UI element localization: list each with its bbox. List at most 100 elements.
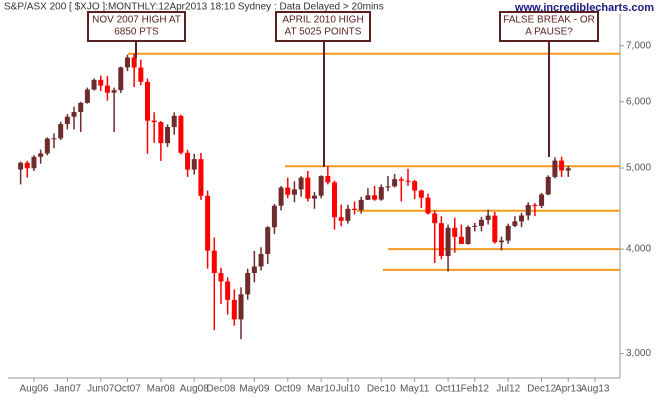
x-tick-label: Aug06 [19, 384, 48, 395]
candle-body [452, 227, 458, 237]
x-tick-label: Oct11 [435, 384, 461, 395]
callout-text: FALSE BREAK - OR [503, 15, 595, 26]
candle-body [51, 138, 57, 140]
y-tick-label: 6,000 [626, 96, 651, 107]
candle-body [445, 227, 451, 256]
candle-body [165, 127, 171, 144]
candle-body [525, 204, 531, 216]
candle-body [151, 120, 157, 123]
candle-body [218, 273, 224, 282]
candle-body [398, 179, 404, 181]
candle-body [472, 225, 478, 227]
y-tick-label: 4,000 [626, 244, 651, 255]
candle-body [412, 181, 418, 191]
candle-body [465, 226, 471, 244]
x-tick-label: Jul12 [496, 384, 520, 395]
candle-body [485, 215, 491, 220]
x-tick-label: Jan07 [54, 384, 82, 395]
candle-body [145, 81, 151, 121]
candle-body [492, 215, 498, 243]
candle-body [498, 240, 504, 243]
candle-body [91, 79, 97, 90]
x-tick-label: Oct07 [114, 384, 141, 395]
x-tick-label: Feb12 [461, 384, 490, 395]
candle-body [58, 124, 64, 139]
candle-body [305, 177, 311, 199]
candle-body [205, 195, 211, 251]
candle-body [64, 116, 70, 125]
candle-body [71, 111, 77, 117]
source: www.incrediblecharts.com [514, 2, 654, 14]
candle-body [225, 281, 231, 300]
candle-body [372, 195, 378, 200]
candle-body [238, 294, 244, 320]
x-tick-label: May11 [400, 384, 430, 395]
candle-body [392, 179, 398, 187]
candle-body [198, 159, 204, 196]
candle-body [131, 57, 137, 68]
x-tick-label: Apr13 [555, 384, 582, 395]
candle-body [505, 225, 511, 241]
x-tick-label: Mar08 [147, 384, 176, 395]
x-tick-label: Dec12 [527, 384, 556, 395]
candle-body [352, 208, 358, 211]
candle-body [251, 266, 257, 274]
candle-body [245, 273, 251, 295]
candle-body [332, 182, 338, 218]
candle-body [104, 85, 110, 93]
callout-box [275, 11, 371, 42]
callout-text: A PAUSE? [525, 27, 573, 38]
candle-body [258, 253, 264, 267]
candle-body [118, 67, 124, 91]
x-tick-label: Dec10 [367, 384, 396, 395]
candle-body [24, 162, 30, 169]
candle-body [111, 90, 117, 93]
candle-body [138, 67, 144, 82]
x-tick-label: Aug13 [581, 384, 610, 395]
candle-body [171, 115, 177, 128]
candle-body [559, 160, 565, 171]
candle-body [185, 152, 191, 170]
candle-body [18, 162, 24, 170]
candle-body [358, 199, 364, 211]
candle-body [478, 219, 484, 226]
candle-body [311, 195, 317, 199]
y-tick-label: 7,000 [626, 40, 651, 51]
candle-body [325, 175, 331, 183]
x-tick-label: Mar10 [307, 384, 336, 395]
candle-body [418, 190, 424, 198]
x-tick-label: Oct09 [274, 384, 301, 395]
candle-body [191, 159, 197, 170]
candle-body [31, 156, 37, 169]
x-tick-label: May09 [239, 384, 269, 395]
candle-body [458, 236, 464, 244]
candle-body [278, 187, 284, 206]
x-tick-label: Aug08 [180, 384, 209, 395]
candle-body [519, 215, 525, 222]
candle-body [285, 187, 291, 195]
candle-body [552, 160, 558, 177]
y-tick-label: 5,000 [626, 163, 651, 174]
candle-body [338, 217, 344, 221]
callout-box [499, 11, 599, 42]
candle-body [405, 180, 411, 182]
candle-body [291, 189, 297, 195]
candle-body [84, 89, 90, 103]
candle-body [438, 223, 444, 256]
candle-body [432, 213, 438, 224]
callout-text: AT 5025 POINTS [285, 27, 362, 38]
candle-body [211, 250, 217, 274]
candle-body [231, 299, 237, 320]
candle-body [124, 57, 130, 68]
candle-body [345, 208, 351, 221]
candle-body [365, 195, 371, 200]
candle-body [158, 122, 164, 144]
candle-body [178, 115, 184, 153]
chart-header: S&P/ASX 200 [ $XJO ]:MONTHLY:12Apr2013 1… [4, 2, 384, 13]
x-tick-label: Jul10 [336, 384, 360, 395]
x-tick-label: Dec08 [207, 384, 236, 395]
candle-body [44, 138, 50, 154]
y-tick-label: 3,000 [626, 348, 651, 359]
candle-body [78, 102, 84, 112]
